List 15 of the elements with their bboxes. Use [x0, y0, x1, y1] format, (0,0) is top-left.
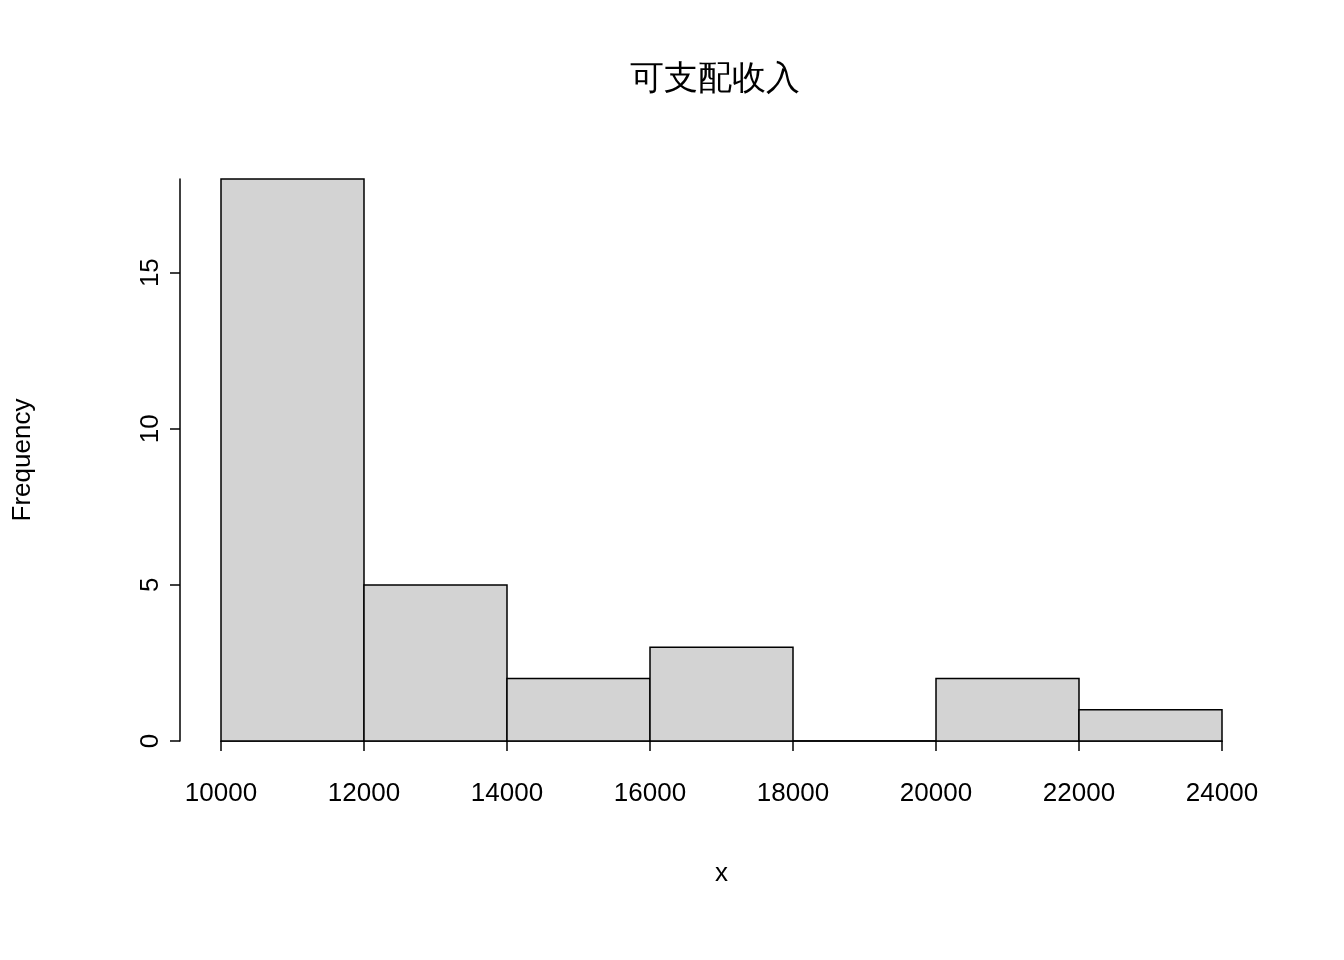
x-axis-title: x: [715, 857, 728, 887]
x-tick-label: 24000: [1185, 777, 1259, 807]
chart-title: 可支配收入: [630, 58, 800, 96]
x-tick-label: 10000: [184, 777, 258, 807]
y-axis-title: Frequency: [6, 398, 36, 522]
x-tick-label: 18000: [756, 777, 830, 807]
x-tick-label: 12000: [327, 777, 401, 807]
y-tick-label: 15: [134, 258, 164, 288]
x-tick-label: 20000: [899, 777, 973, 807]
x-tick-label: 14000: [470, 777, 544, 807]
x-tick-label: 16000: [613, 777, 687, 807]
y-tick-label: 0: [134, 733, 164, 749]
y-tick-label: 10: [134, 414, 164, 444]
y-tick-label: 5: [134, 577, 164, 593]
x-tick-label: 22000: [1042, 777, 1116, 807]
